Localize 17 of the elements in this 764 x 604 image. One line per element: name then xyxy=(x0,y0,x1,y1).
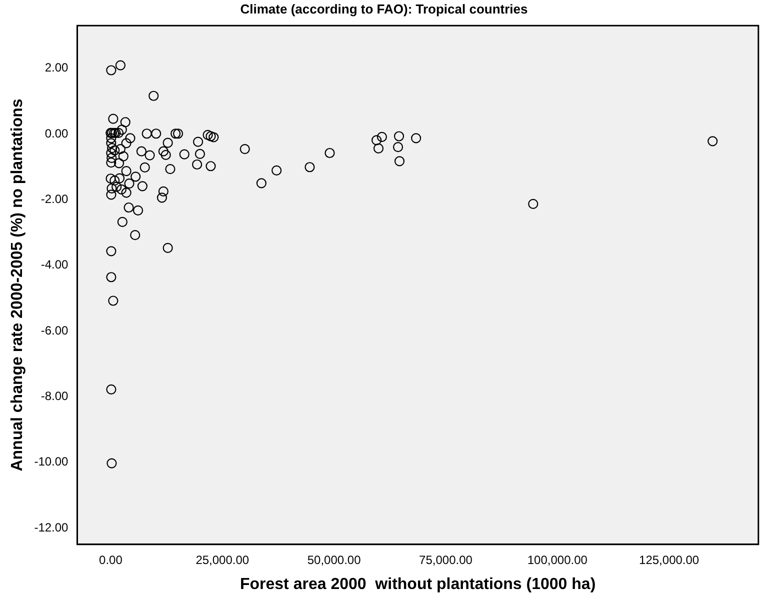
y-tick-label: 2.00 xyxy=(44,60,69,75)
y-tick-label: 0.00 xyxy=(44,126,69,140)
y-tick-label: -6.00 xyxy=(40,323,69,338)
x-axis-title: Forest area 2000 without plantations (1000 ha) xyxy=(240,576,596,593)
y-tick-label: -4.00 xyxy=(40,258,69,272)
y-axis-title: Annual change rate 2000-2005 (%) no plantations xyxy=(9,98,26,472)
y-tick-label: -8.00 xyxy=(40,388,69,403)
y-tick-label: -10.00 xyxy=(34,454,69,469)
x-tick-label: 100,000.00 xyxy=(527,552,588,567)
chart-title: Climate (according to FAO): Tropical countries xyxy=(240,1,528,16)
x-tick-label: 50,000.00 xyxy=(307,552,362,567)
y-tick-label: -12.00 xyxy=(34,520,69,534)
y-tick-label: -2.00 xyxy=(40,192,69,206)
x-tick-label: 0.00 xyxy=(99,552,123,567)
x-tick-label: 75,000.00 xyxy=(419,552,473,567)
x-tick-label: 25,000.00 xyxy=(196,552,250,567)
x-tick-label: 125,000.00 xyxy=(639,552,700,567)
